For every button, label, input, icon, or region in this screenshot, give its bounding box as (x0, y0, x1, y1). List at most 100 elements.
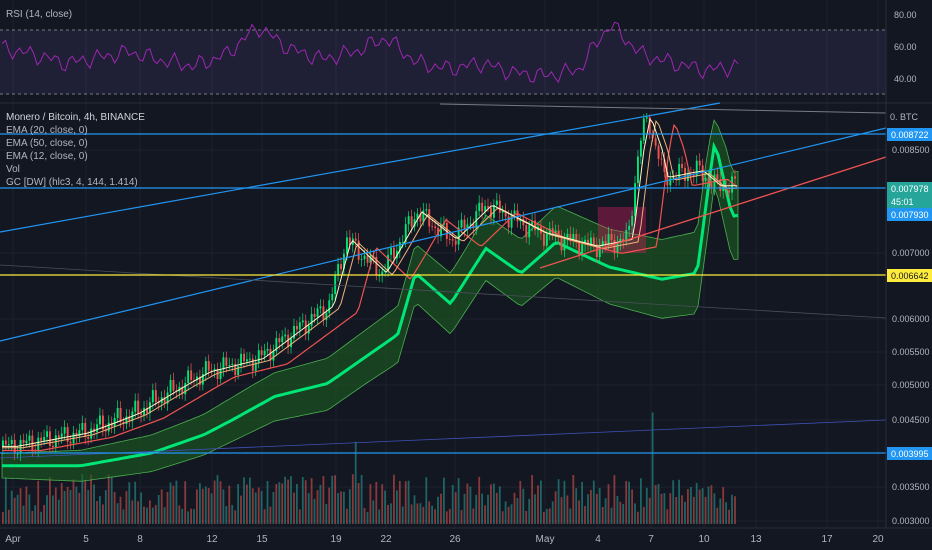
volume-bar (566, 495, 569, 524)
candle-body (243, 353, 245, 362)
candle-body (296, 326, 298, 330)
candle-body (637, 156, 639, 184)
volume-bar (322, 476, 325, 524)
volume-bar (493, 483, 495, 524)
volume-bar (404, 481, 407, 524)
candle-body (619, 239, 622, 244)
volume-bar (425, 477, 428, 524)
volume-bar (642, 506, 645, 524)
volume-bar (257, 487, 260, 524)
volume-bar (263, 509, 266, 524)
candle-body (631, 215, 634, 226)
volume-bar (149, 500, 151, 524)
price-tag: 0.003995 (887, 447, 932, 460)
candle-body (710, 183, 713, 188)
candle-body (225, 357, 228, 366)
volume-bar (319, 484, 322, 524)
volume-bar (49, 476, 51, 524)
volume-bar (296, 484, 298, 524)
volume-bar (504, 501, 507, 524)
legend-ema12[interactable]: EMA (12, close, 0) (6, 151, 88, 162)
candle-body (151, 390, 154, 403)
volume-bar (628, 481, 630, 524)
candle-body (572, 234, 575, 241)
volume-bar (293, 492, 295, 524)
volume-bar (613, 475, 616, 524)
volume-bar (331, 475, 334, 524)
rsi-scale-label: 80.00 (894, 10, 917, 20)
candle-body (528, 225, 531, 238)
candle-body (695, 160, 698, 177)
candle-body (575, 234, 578, 242)
volume-bar (237, 484, 239, 524)
candle-body (128, 416, 131, 422)
candle-body (266, 348, 269, 351)
price-scale-label: 0.007000 (892, 248, 930, 258)
volume-bar (410, 504, 413, 524)
candle-body (184, 383, 187, 395)
volume-bar (419, 503, 422, 524)
volume-bar (396, 490, 398, 524)
candle-body (592, 237, 595, 245)
price-tag-label: 0.007930 (891, 210, 929, 220)
candle-body (601, 241, 604, 247)
legend-ema50[interactable]: EMA (50, close, 0) (6, 138, 88, 149)
candle-body (307, 325, 310, 334)
volume-bar (501, 511, 504, 524)
volume-bar (490, 484, 492, 524)
volume-bar (710, 485, 713, 524)
candle-body (478, 202, 481, 212)
price-tag: 0.007978 (887, 182, 932, 195)
candle-body (110, 422, 113, 427)
candle-body (357, 240, 360, 260)
candle-body (378, 275, 381, 277)
ema20-line (2, 120, 737, 449)
volume-bar (690, 487, 692, 524)
volume-bar (484, 505, 486, 524)
volume-bar (210, 493, 213, 524)
candle-body (525, 225, 528, 238)
volume-bar (384, 490, 386, 524)
candle-body (193, 379, 195, 381)
candle-body (52, 445, 54, 448)
volume-bar (692, 496, 695, 524)
candle-body (463, 219, 466, 230)
candle-body (363, 255, 366, 260)
volume-bar (178, 505, 181, 524)
volume-bar (54, 487, 57, 524)
volume-bar (290, 476, 292, 524)
volume-bar (472, 508, 475, 524)
volume-bar (498, 486, 501, 524)
volume-bar (407, 480, 410, 524)
legend-gc[interactable]: GC [DW] (hlc3, 4, 144, 1.414) (6, 177, 138, 188)
volume-bar (390, 503, 392, 524)
legend-vol[interactable]: Vol (6, 164, 20, 175)
currency-label: 0. BTC (890, 112, 919, 122)
volume-bar (81, 474, 84, 524)
candle-body (628, 225, 631, 230)
grey-trendline-top (439, 103, 887, 114)
candle-body (431, 226, 434, 227)
legend-ema20[interactable]: EMA (20, close, 0) (6, 125, 88, 136)
volume-bar (701, 488, 704, 524)
volume-bar (246, 484, 248, 524)
volume-bar (119, 496, 122, 524)
volume-bar (340, 491, 342, 524)
time-label: 19 (330, 534, 342, 545)
volume-bar (16, 494, 19, 524)
rsi-legend[interactable]: RSI (14, close) (6, 9, 73, 20)
symbol-title[interactable]: Monero / Bitcoin, 4h, BINANCE (6, 112, 145, 123)
volume-bar (363, 507, 366, 524)
candle-body (404, 224, 407, 242)
candle-body (393, 247, 395, 259)
candle-body (231, 363, 234, 365)
candle-body (257, 350, 260, 363)
volume-bar (519, 480, 522, 524)
candle-body (545, 233, 548, 246)
volume-bar (275, 484, 278, 524)
main-legend[interactable]: Monero / Bitcoin, 4h, BINANCE EMA (20, c… (6, 111, 145, 189)
time-label: 8 (137, 534, 143, 545)
candle-body (190, 370, 193, 380)
